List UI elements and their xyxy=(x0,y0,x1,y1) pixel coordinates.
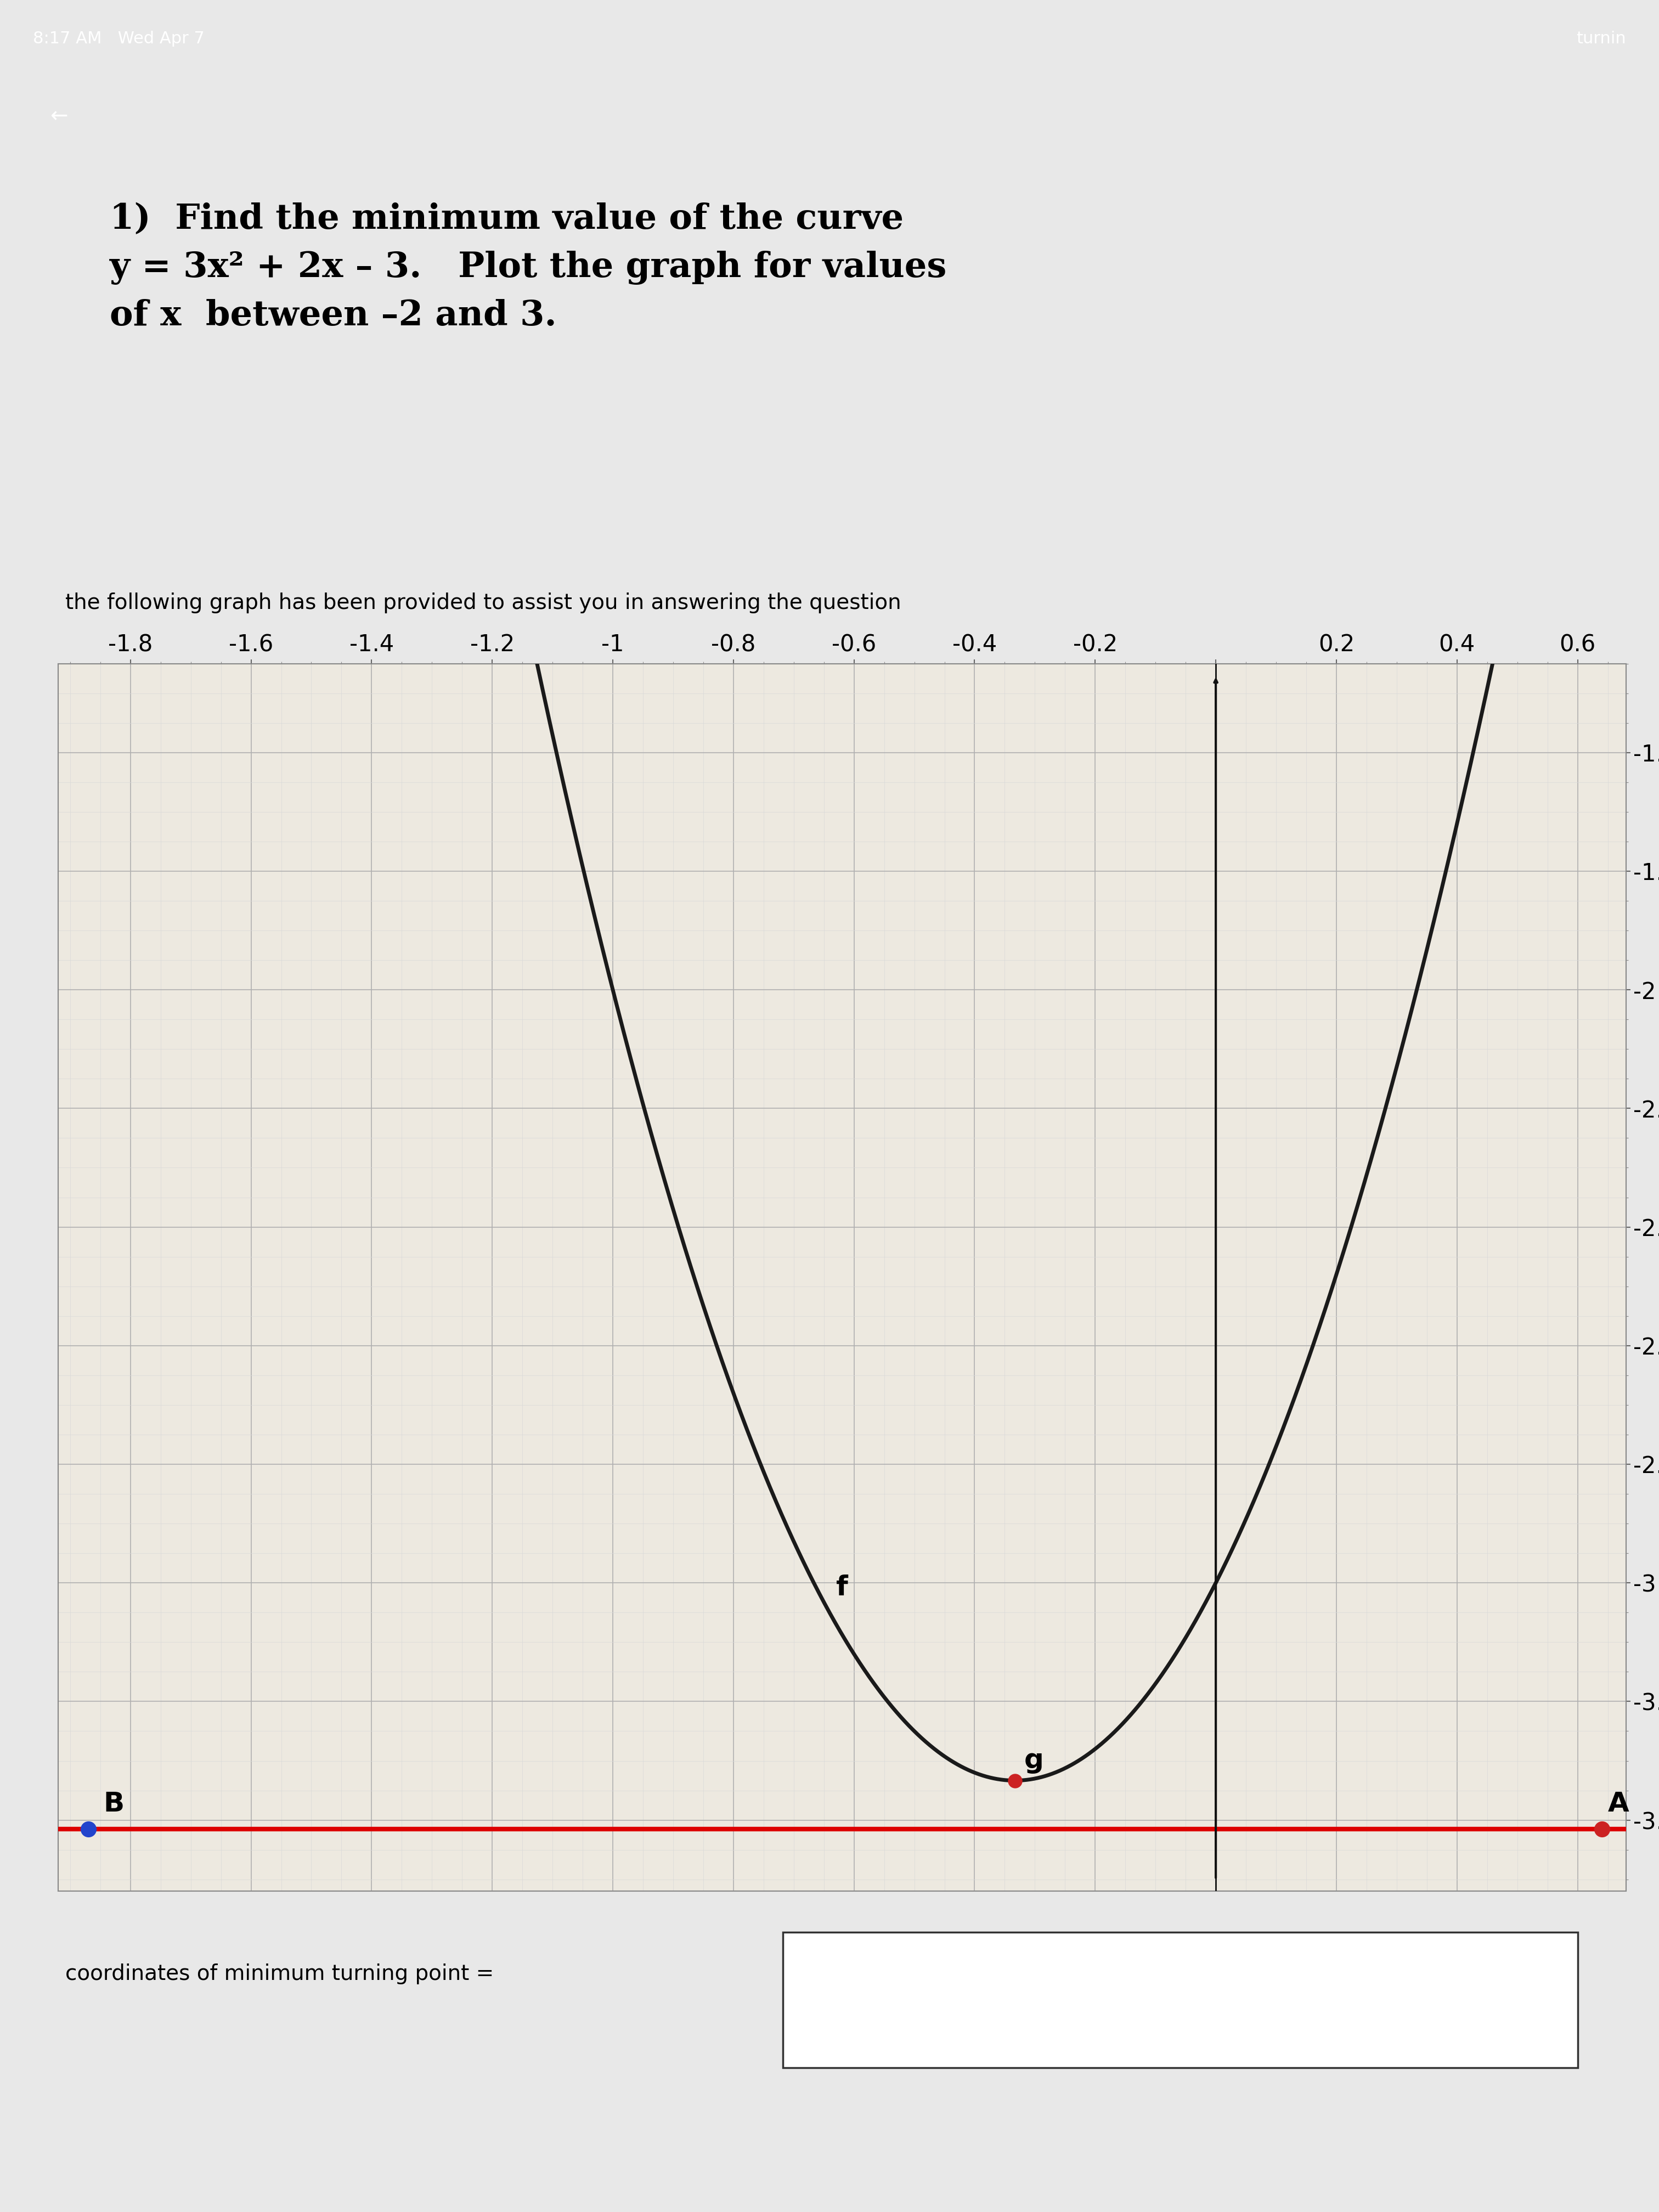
Text: 8:17 AM   Wed Apr 7: 8:17 AM Wed Apr 7 xyxy=(33,31,204,46)
FancyBboxPatch shape xyxy=(783,1933,1578,2068)
Text: 1)  Find the minimum value of the curve
y = 3x² + 2x – 3.   Plot the graph for v: 1) Find the minimum value of the curve y… xyxy=(109,204,947,332)
Text: the following graph has been provided to assist you in answering the question: the following graph has been provided to… xyxy=(65,593,901,613)
Text: f: f xyxy=(836,1575,848,1601)
Text: coordinates of minimum turning point =: coordinates of minimum turning point = xyxy=(65,1964,494,1984)
Text: g: g xyxy=(1024,1747,1044,1774)
Text: B: B xyxy=(103,1792,124,1816)
Text: turnin: turnin xyxy=(1576,31,1626,46)
Text: ←: ← xyxy=(50,106,68,126)
Text: A: A xyxy=(1608,1792,1629,1816)
